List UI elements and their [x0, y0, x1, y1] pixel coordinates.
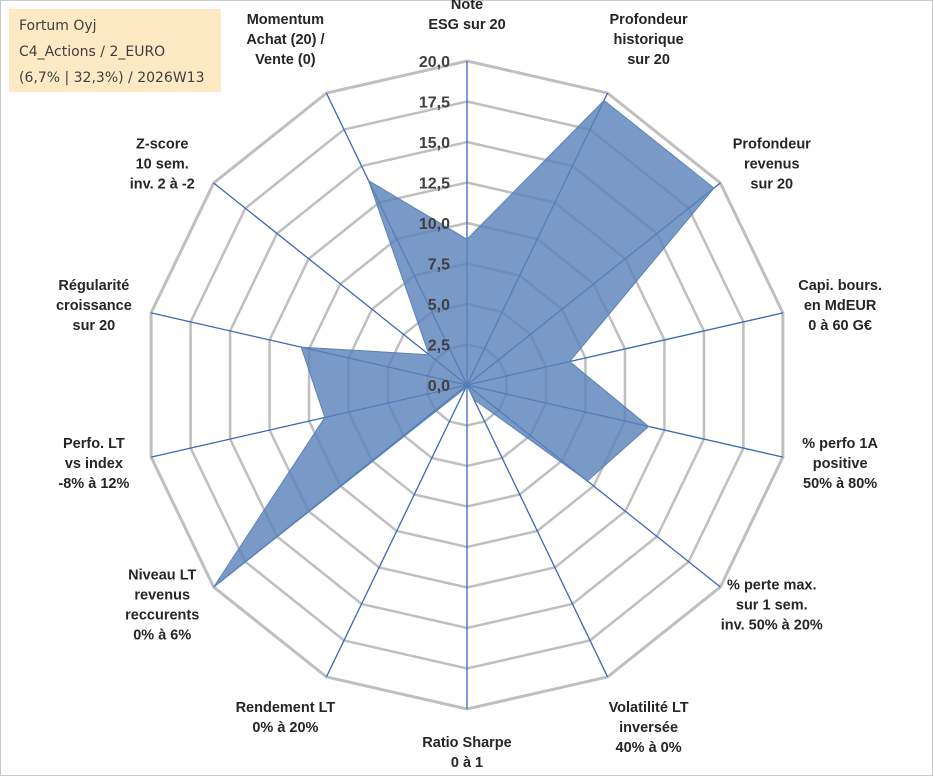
tick-label: 5,0 [428, 297, 450, 314]
tick-label: 0,0 [428, 378, 450, 395]
axis-label: Volatilité LT inversée 40% à 0% [609, 700, 689, 756]
tick-label: 7,5 [428, 257, 450, 274]
tick-label: 12,5 [419, 176, 450, 193]
axis-spoke [466, 384, 609, 678]
axis-spoke [213, 182, 468, 386]
radar-tick-labels: 0,0 2,5 5,0 7,5 10,0 12,5 15,0 17,5 20,0 [419, 54, 450, 395]
axis-label: Z-score 10 sem. inv. 2 à -2 [130, 136, 195, 192]
axis-label: Perfo. LT vs index -8% à 12% [58, 436, 129, 492]
axis-label: Profondeur revenus sur 20 [733, 136, 811, 192]
radar-series [213, 99, 715, 588]
tick-label: 10,0 [419, 216, 450, 233]
series-area [213, 99, 715, 588]
info-box: Fortum Oyj C4_Actions / 2_EURO (6,7% | 3… [9, 9, 221, 92]
tick-label: 20,0 [419, 54, 450, 71]
tick-label: 15,0 [419, 135, 450, 152]
axis-label: % perte max. sur 1 sem. inv. 50% à 20% [721, 578, 823, 634]
axis-label: Régularité croissance sur 20 [56, 278, 132, 334]
company-name: Fortum Oyj [19, 18, 97, 34]
axis-label: % perfo 1A positive 50% à 80% [802, 436, 878, 492]
axis-label: Niveau LT revenus reccurents 0% à 6% [125, 568, 199, 644]
axis-label: Ratio Sharpe 0 à 1 [422, 735, 511, 771]
tick-label: 2,5 [428, 338, 450, 355]
stats-label: (6,7% | 32,3%) / 2026W13 [19, 70, 205, 86]
radar-axis-labels: Note ESG sur 20 Profondeur historique sur 20… [56, 0, 882, 771]
axis-label: Capi. bours. en MdEUR 0 à 60 G€ [798, 278, 882, 334]
axis-label: Momentum Achat (20) / Vente (0) [246, 12, 324, 68]
category-label: C4_Actions / 2_EURO [19, 44, 166, 60]
tick-label: 17,5 [419, 95, 450, 112]
axis-label: Note ESG sur 20 [428, 0, 505, 33]
axis-label: Profondeur historique sur 20 [610, 12, 688, 68]
axis-spoke [325, 384, 468, 678]
axis-label: Rendement LT 0% à 20% [236, 700, 336, 736]
